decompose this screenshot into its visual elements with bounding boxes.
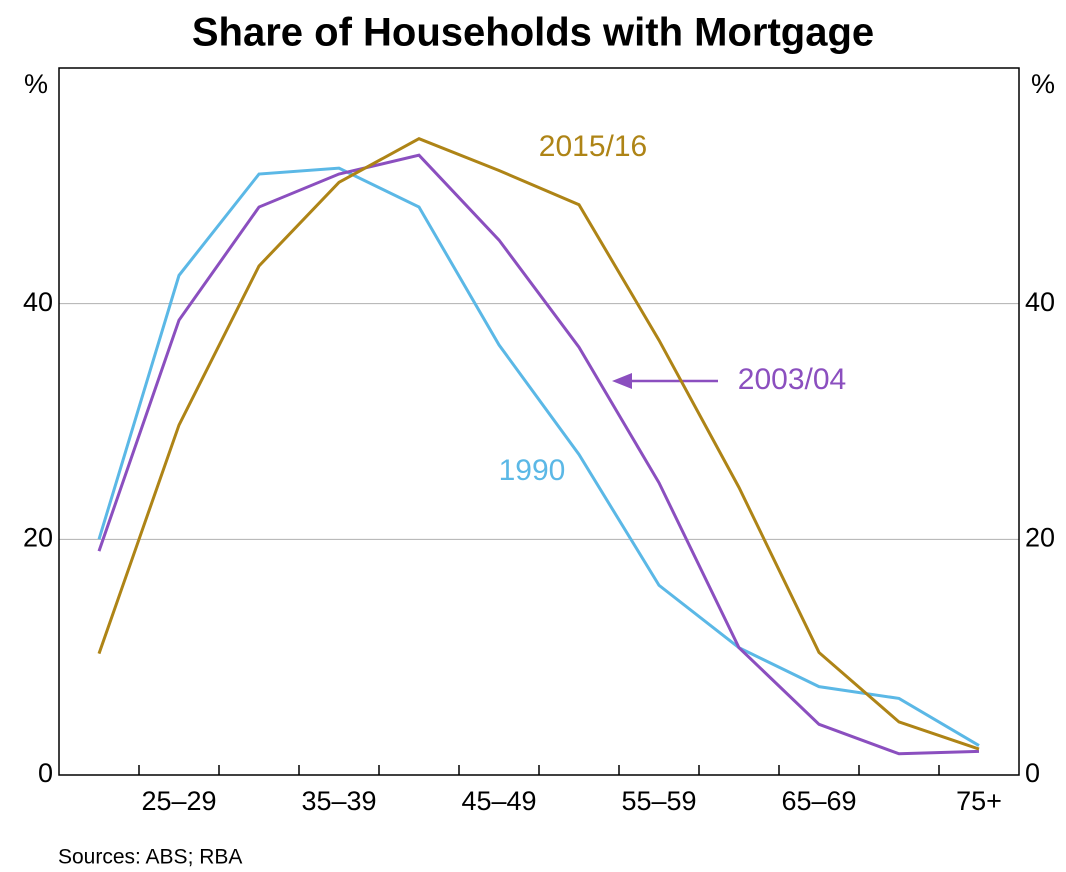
y-tick-label: 20: [23, 522, 53, 552]
annotation-arrowhead: [612, 373, 632, 389]
y-tick-label: 0: [38, 758, 53, 788]
x-tick-label: 65–69: [781, 786, 856, 816]
x-tick-label: 35–39: [301, 786, 376, 816]
y-axis-label: %: [24, 69, 48, 99]
plot-frame: [58, 67, 1020, 776]
series-label: 2015/16: [539, 130, 647, 163]
x-tick-label: 25–29: [141, 786, 216, 816]
source-note: Sources: ABS; RBA: [58, 846, 242, 869]
y2-tick-label: 0: [1025, 758, 1040, 788]
y-tick-label: 40: [23, 287, 53, 317]
y2-tick-label: 40: [1025, 287, 1055, 317]
x-tick-label: 45–49: [461, 786, 536, 816]
series-line: [97, 166, 980, 747]
y2-tick-label: 20: [1025, 522, 1055, 552]
x-tick-label: 55–59: [621, 786, 696, 816]
series-line: [97, 153, 980, 756]
x-tick-label: 75+: [956, 786, 1002, 816]
series-label: 2003/04: [738, 363, 846, 396]
y2-axis-label: %: [1031, 69, 1055, 99]
series-line: [97, 137, 980, 751]
series-label: 1990: [499, 454, 566, 487]
chart-title: Share of Households with Mortgage: [192, 11, 874, 55]
